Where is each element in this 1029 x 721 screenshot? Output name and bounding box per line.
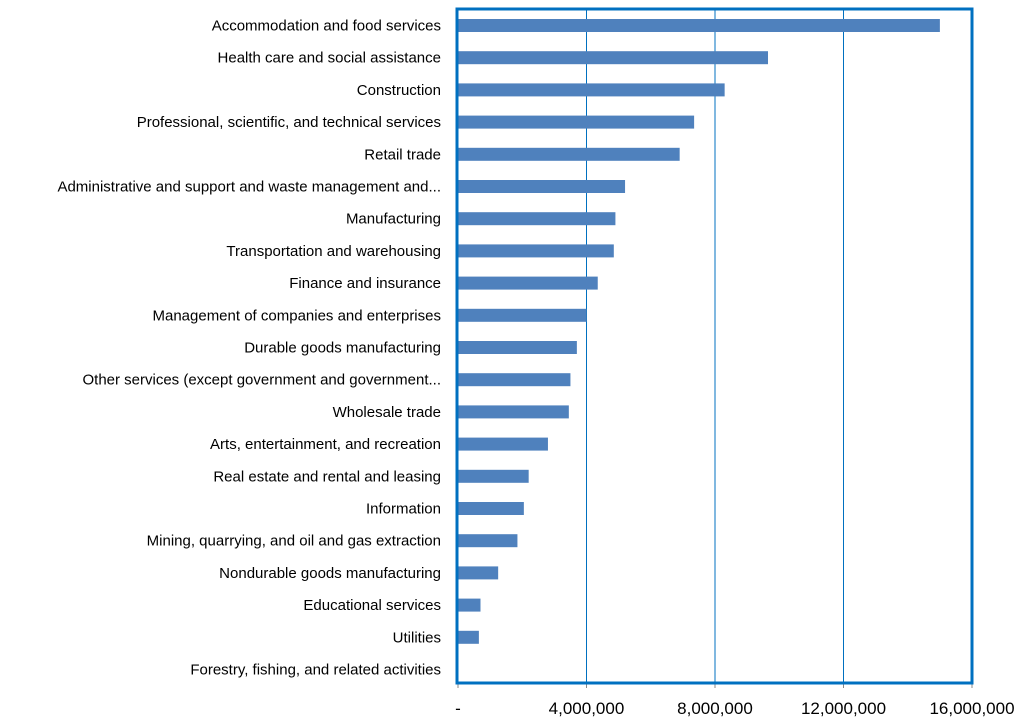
bar	[458, 502, 524, 515]
bar	[458, 341, 577, 354]
x-axis: - 4,000,000 8,000,000 12,000,000 16,000,000	[455, 682, 1015, 718]
category-label: Other services (except government and go…	[82, 372, 441, 389]
bar	[458, 244, 614, 258]
category-label: Educational services	[303, 597, 441, 614]
category-label: Professional, scientific, and technical …	[137, 114, 441, 131]
category-label: Administrative and support and waste man…	[57, 179, 441, 196]
category-label: Durable goods manufacturing	[244, 340, 441, 357]
category-label: Utilities	[393, 629, 441, 646]
plot-area-border	[455, 7, 974, 685]
category-label: Health care and social assistance	[218, 50, 441, 67]
bar	[458, 276, 598, 290]
category-label: Real estate and rental and leasing	[213, 468, 441, 485]
bar	[458, 373, 571, 387]
bars	[458, 19, 940, 644]
bar	[458, 534, 518, 548]
bar	[458, 566, 499, 580]
bar	[458, 180, 626, 193]
category-label: Accommodation and food services	[212, 18, 441, 35]
bar	[458, 308, 587, 322]
bar	[458, 212, 616, 226]
gridlines	[586, 9, 844, 683]
category-label: Retail trade	[364, 146, 441, 163]
category-label: Finance and insurance	[289, 275, 441, 292]
x-tick-label: 8,000,000	[677, 699, 753, 718]
bar	[458, 437, 548, 451]
bar	[458, 19, 940, 32]
bar	[458, 630, 479, 644]
bar	[458, 598, 481, 612]
category-labels: Accommodation and food services Health ca…	[57, 18, 441, 679]
bar	[458, 51, 769, 65]
bar	[458, 83, 725, 97]
bar	[458, 147, 680, 161]
x-tick-label: 12,000,000	[801, 699, 886, 718]
x-tick-label: 16,000,000	[929, 699, 1014, 718]
category-label: Nondurable goods manufacturing	[219, 565, 441, 582]
bar	[458, 115, 695, 129]
x-tick-label: -	[455, 699, 461, 718]
category-label: Mining, quarrying, and oil and gas extra…	[147, 533, 441, 550]
category-label: Forestry, fishing, and related activitie…	[190, 662, 441, 679]
category-label: Arts, entertainment, and recreation	[210, 436, 441, 453]
bar	[458, 405, 569, 419]
category-label: Management of companies and enterprises	[152, 307, 441, 324]
category-label: Construction	[357, 82, 441, 99]
bar	[458, 469, 529, 483]
category-label: Transportation and warehousing	[226, 243, 441, 260]
x-tick-label: 4,000,000	[549, 699, 625, 718]
category-label: Wholesale trade	[333, 404, 441, 421]
category-label: Information	[366, 501, 441, 518]
category-label: Manufacturing	[346, 211, 441, 228]
